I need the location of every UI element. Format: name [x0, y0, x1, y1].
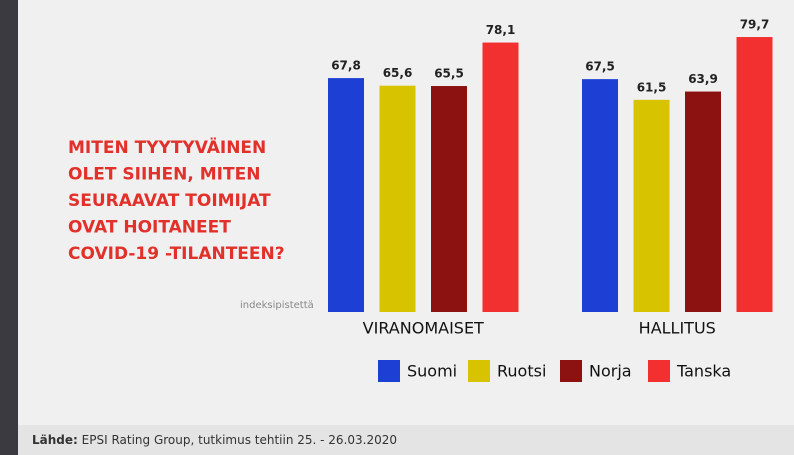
x-tick-label: HALLITUS [639, 319, 716, 338]
legend-label: Norja [589, 362, 632, 381]
source: Lähde: EPSI Rating Group, tutkimus tehti… [32, 433, 397, 447]
value-label: 67,8 [331, 59, 361, 73]
y-axis-label: indeksipistettä [240, 300, 314, 311]
value-label: 79,7 [740, 18, 770, 32]
bar [328, 78, 364, 312]
value-label: 65,6 [383, 66, 413, 80]
value-label: 65,5 [434, 67, 464, 81]
source-text: EPSI Rating Group, tutkimus tehtiin 25. … [82, 433, 397, 447]
legend-swatch [378, 360, 400, 382]
bar [634, 100, 670, 312]
value-label: 61,5 [637, 80, 667, 94]
bar [483, 43, 519, 312]
bar [431, 86, 467, 312]
legend-swatch [560, 360, 582, 382]
x-tick-label: VIRANOMAISET [363, 319, 484, 338]
value-label: 67,5 [585, 60, 615, 74]
screen: indeksipistettä Lähde: EPSI Rating Group… [0, 0, 794, 455]
bar [737, 37, 773, 312]
chart-title: SEURAAVAT TOIMIJAT [68, 191, 271, 211]
value-label: 63,9 [688, 72, 718, 86]
legend-label: Tanska [676, 362, 731, 381]
legend-swatch [468, 360, 490, 382]
chart-title: COVID-19 -TILANTEEN? [68, 244, 285, 264]
legend-label: Ruotsi [497, 362, 546, 381]
chart-title: OLET SIIHEN, MITEN [68, 165, 260, 185]
chart-title: OVAT HOITANEET [68, 218, 231, 238]
value-label: 78,1 [486, 23, 516, 37]
chart-title: MITEN TYYTYVÄINEN [68, 136, 266, 158]
legend-swatch [648, 360, 670, 382]
bar [582, 79, 618, 312]
bar [380, 86, 416, 312]
source-label: Lähde: [32, 433, 78, 447]
bar [685, 92, 721, 312]
legend-label: Suomi [407, 362, 457, 381]
